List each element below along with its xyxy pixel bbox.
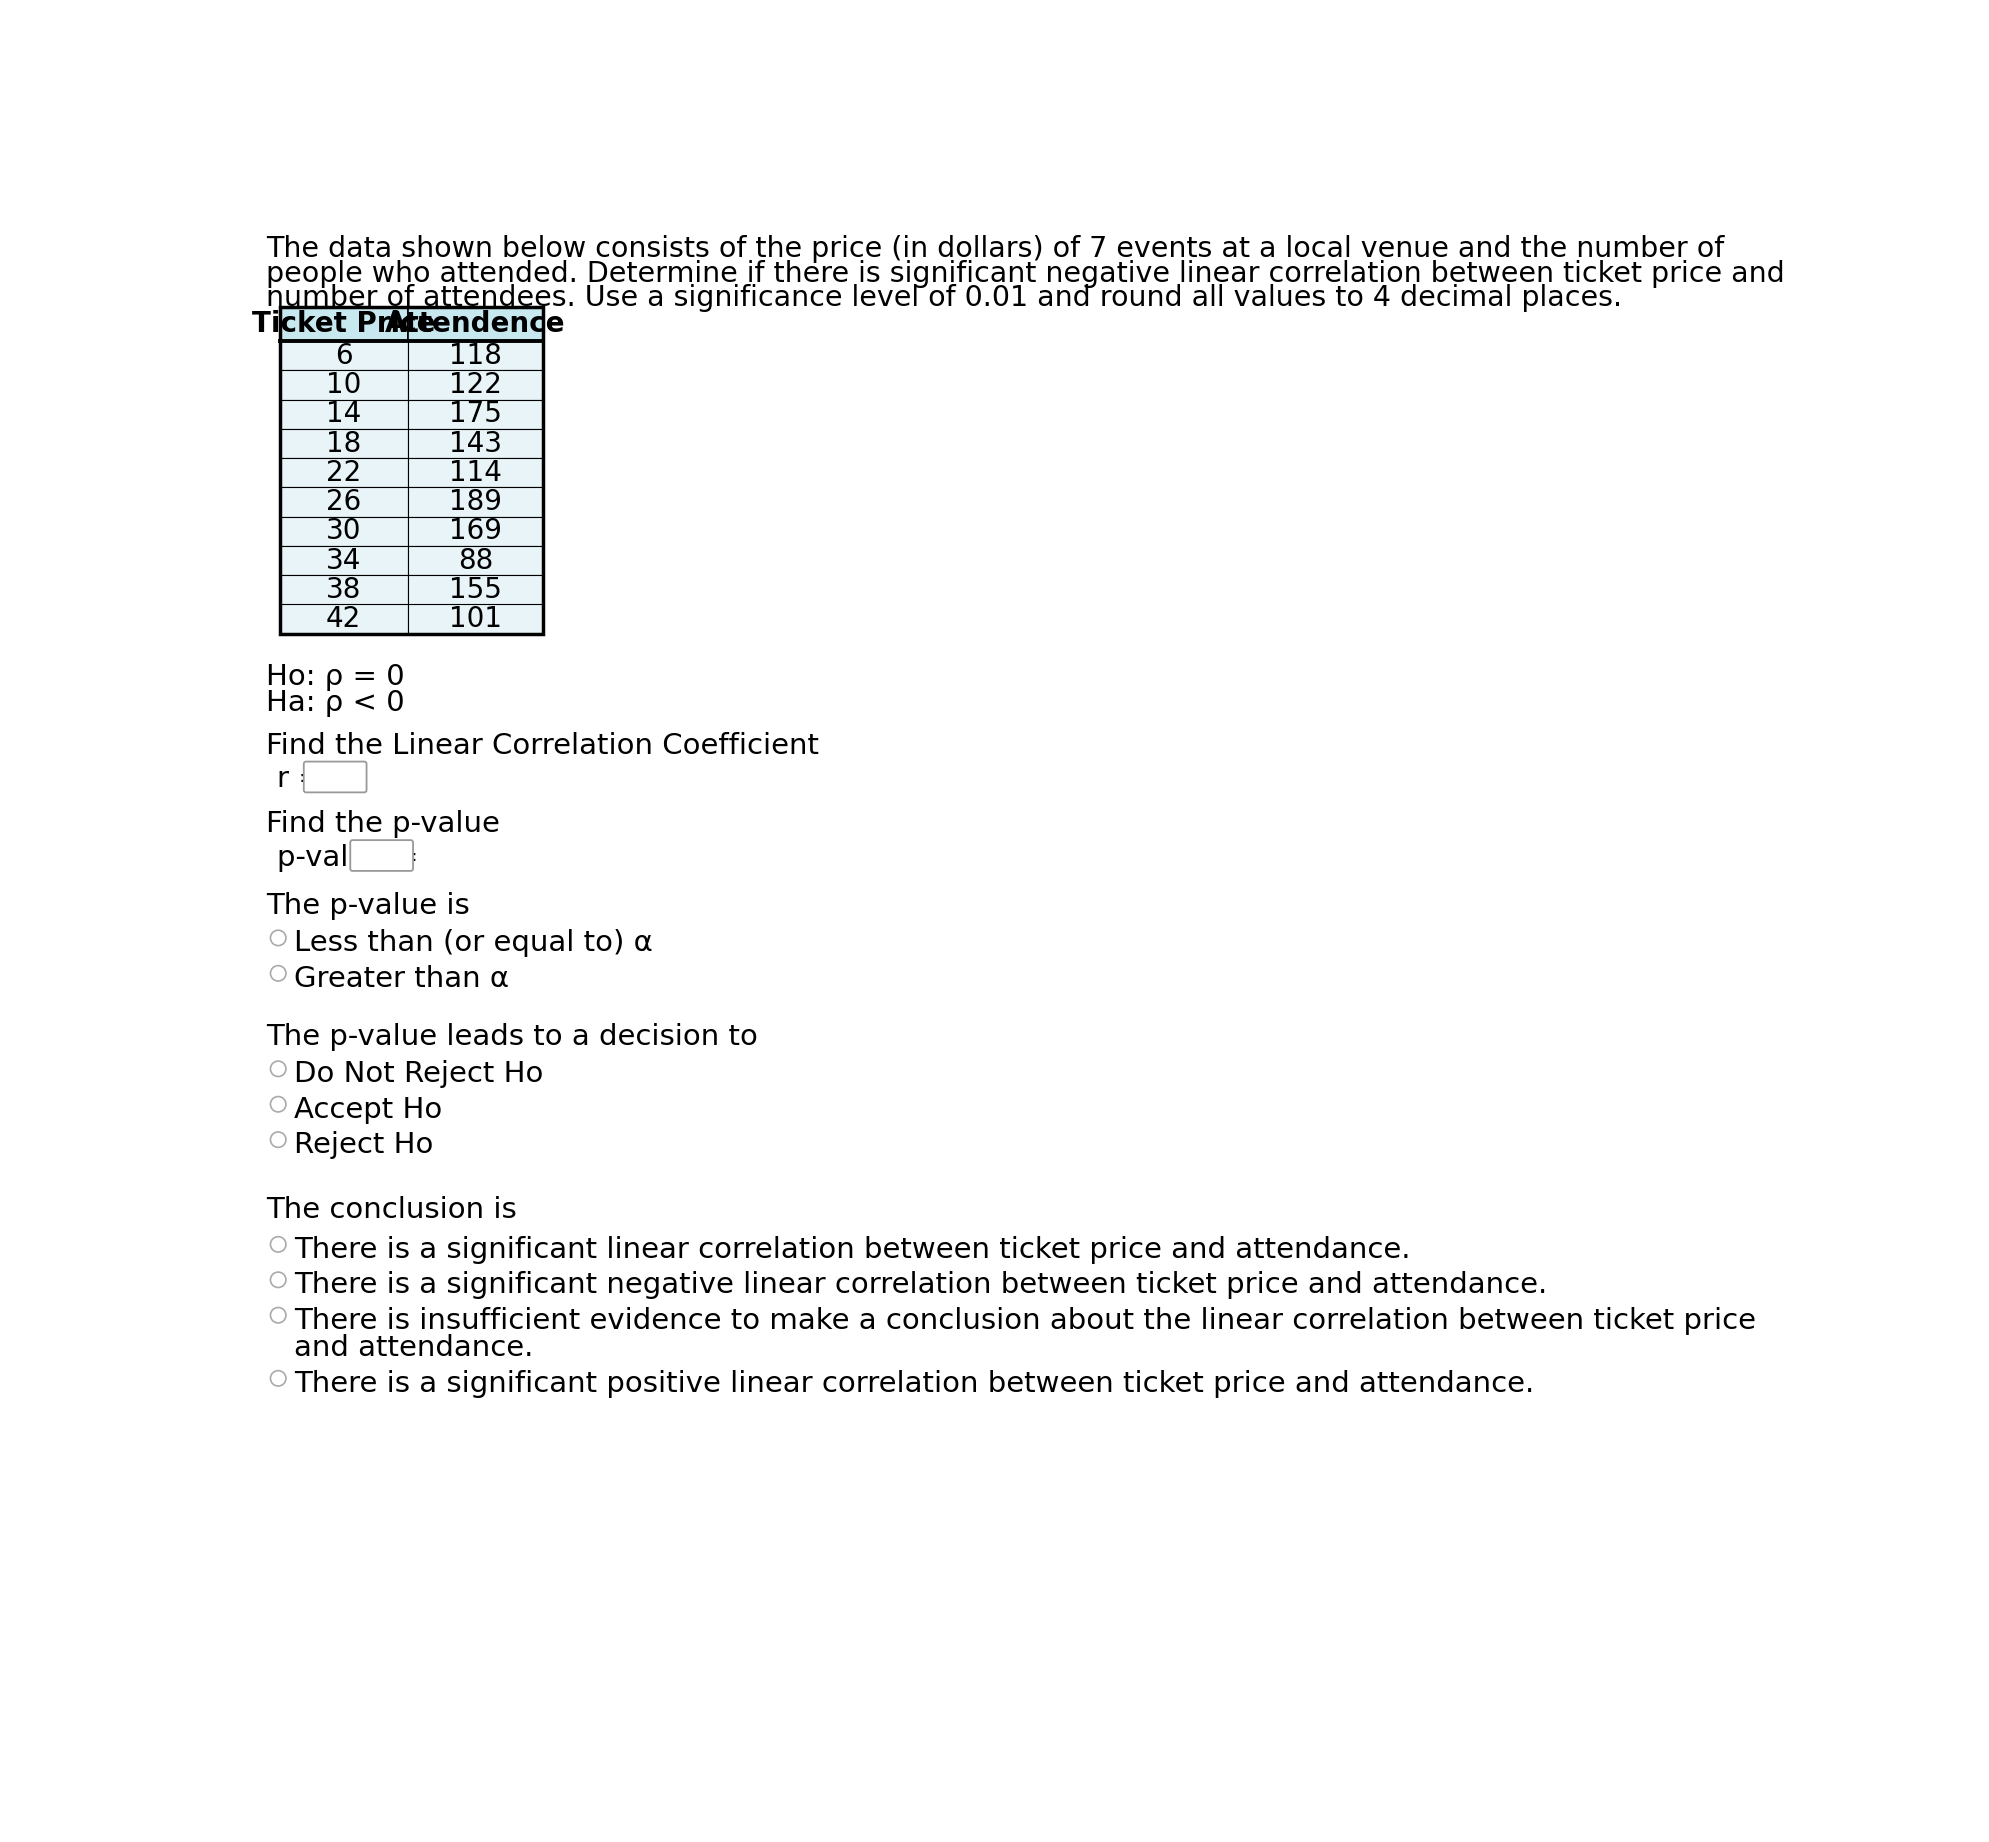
Circle shape — [271, 1096, 286, 1113]
Text: Ho: ρ = 0: Ho: ρ = 0 — [267, 663, 404, 691]
Bar — [408, 308, 543, 341]
Circle shape — [271, 965, 286, 982]
FancyBboxPatch shape — [350, 840, 414, 871]
Text: Find the p-value: Find the p-value — [267, 810, 499, 838]
Text: p-value =: p-value = — [276, 844, 418, 871]
Bar — [408, 429, 543, 459]
Circle shape — [271, 1273, 286, 1288]
Bar — [280, 545, 408, 575]
Text: There is a significant linear correlation between ticket price and attendance.: There is a significant linear correlatio… — [294, 1236, 1410, 1264]
Bar — [280, 308, 543, 634]
Text: There is a significant negative linear correlation between ticket price and atte: There is a significant negative linear c… — [294, 1271, 1545, 1299]
Circle shape — [271, 1061, 286, 1076]
Text: people who attended. Determine if there is significant negative linear correlati: people who attended. Determine if there … — [267, 260, 1784, 287]
Text: 189: 189 — [450, 488, 501, 516]
Text: 18: 18 — [326, 429, 362, 457]
Circle shape — [271, 1236, 286, 1253]
Text: 143: 143 — [450, 429, 501, 457]
Text: 26: 26 — [326, 488, 362, 516]
Text: The data shown below consists of the price (in dollars) of 7 events at a local v: The data shown below consists of the pri… — [267, 236, 1722, 263]
Bar — [280, 308, 408, 341]
Text: 101: 101 — [450, 606, 501, 634]
Text: 42: 42 — [326, 606, 362, 634]
Text: Accept Ho: Accept Ho — [294, 1096, 442, 1124]
Circle shape — [271, 1308, 286, 1323]
Circle shape — [271, 1133, 286, 1148]
Bar — [280, 488, 408, 518]
Bar — [280, 370, 408, 400]
Text: Less than (or equal to) α: Less than (or equal to) α — [294, 930, 652, 958]
Bar — [408, 341, 543, 370]
Bar — [408, 370, 543, 400]
Text: 155: 155 — [450, 577, 501, 604]
Bar — [280, 575, 408, 604]
Bar — [280, 400, 408, 429]
Text: There is a significant positive linear correlation between ticket price and atte: There is a significant positive linear c… — [294, 1370, 1534, 1398]
Text: 14: 14 — [326, 400, 362, 429]
Bar — [280, 429, 408, 459]
Bar — [408, 545, 543, 575]
Text: Find the Linear Correlation Coefficient: Find the Linear Correlation Coefficient — [267, 731, 817, 759]
Text: 10: 10 — [326, 370, 362, 400]
Text: Do Not Reject Ho: Do Not Reject Ho — [294, 1061, 543, 1089]
Text: Greater than α: Greater than α — [294, 965, 509, 993]
Bar — [408, 575, 543, 604]
Circle shape — [271, 1370, 286, 1385]
Text: 30: 30 — [326, 518, 362, 545]
Text: The p-value is: The p-value is — [267, 893, 469, 921]
Text: The p-value leads to a decision to: The p-value leads to a decision to — [267, 1024, 758, 1052]
Text: 122: 122 — [450, 370, 501, 400]
Text: Attendence: Attendence — [386, 309, 565, 339]
Bar — [408, 604, 543, 634]
Text: Reject Ho: Reject Ho — [294, 1131, 434, 1159]
Text: 169: 169 — [450, 518, 501, 545]
Bar — [280, 341, 408, 370]
Text: The conclusion is: The conclusion is — [267, 1195, 517, 1223]
Text: 88: 88 — [457, 547, 493, 575]
Text: r =: r = — [276, 766, 322, 794]
Bar — [280, 459, 408, 488]
Text: 38: 38 — [326, 577, 362, 604]
Bar — [280, 518, 408, 545]
Text: 175: 175 — [450, 400, 501, 429]
Text: Ticket Price: Ticket Price — [253, 309, 436, 339]
Text: 114: 114 — [450, 459, 501, 486]
Circle shape — [271, 930, 286, 945]
Text: and attendance.: and attendance. — [294, 1334, 533, 1363]
Bar — [408, 459, 543, 488]
Text: 6: 6 — [334, 343, 352, 370]
Bar — [408, 400, 543, 429]
Text: 118: 118 — [450, 343, 501, 370]
Bar — [408, 488, 543, 518]
Text: 22: 22 — [326, 459, 362, 486]
Text: There is insufficient evidence to make a conclusion about the linear correlation: There is insufficient evidence to make a… — [294, 1306, 1754, 1335]
Text: Ha: ρ < 0: Ha: ρ < 0 — [267, 689, 404, 717]
FancyBboxPatch shape — [304, 761, 366, 792]
Text: number of attendees. Use a significance level of 0.01 and round all values to 4 : number of attendees. Use a significance … — [267, 284, 1621, 311]
Text: 34: 34 — [326, 547, 362, 575]
Bar — [408, 518, 543, 545]
Bar — [280, 604, 408, 634]
